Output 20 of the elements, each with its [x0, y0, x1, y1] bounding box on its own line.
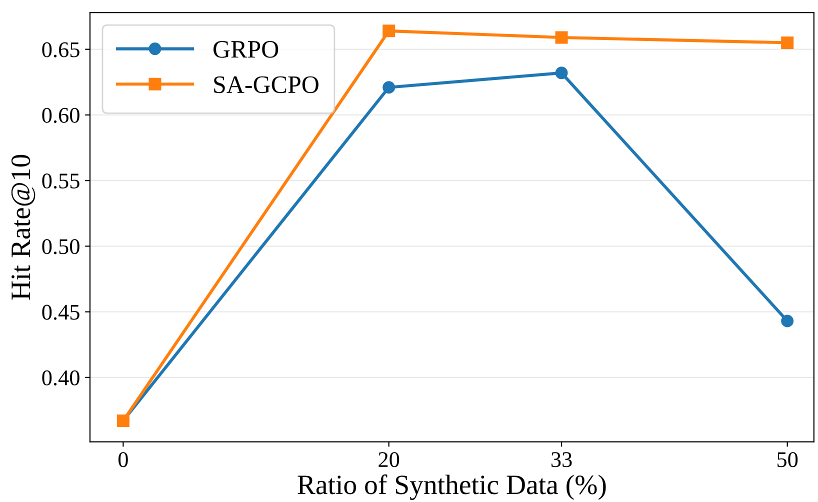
y-tick-label: 0.50	[42, 239, 80, 254]
y-tick-label: 0.60	[42, 108, 80, 123]
y-tick-label: 0.45	[42, 304, 80, 320]
legend-label: SA-GCPO	[214, 76, 318, 94]
y-axis-title: Hit Rate@10	[11, 154, 36, 300]
point	[781, 36, 794, 49]
point	[555, 66, 568, 80]
y-tick-label: 0.40	[42, 370, 80, 386]
x-tick-label: 0	[118, 452, 128, 468]
point	[555, 31, 568, 44]
legend-label: GRPO	[214, 40, 278, 58]
x-tick-label: 20	[378, 452, 400, 468]
y-tick-label: 0.55	[42, 173, 80, 189]
x-tick-label: 33	[551, 452, 572, 468]
x-tick-label: 50	[778, 452, 798, 468]
y-tick-label: 0.65	[42, 42, 80, 58]
x-axis-title: Ratio of Synthetic Data (%)	[298, 474, 606, 500]
point	[382, 81, 396, 94]
point	[781, 314, 794, 328]
point	[382, 24, 396, 38]
